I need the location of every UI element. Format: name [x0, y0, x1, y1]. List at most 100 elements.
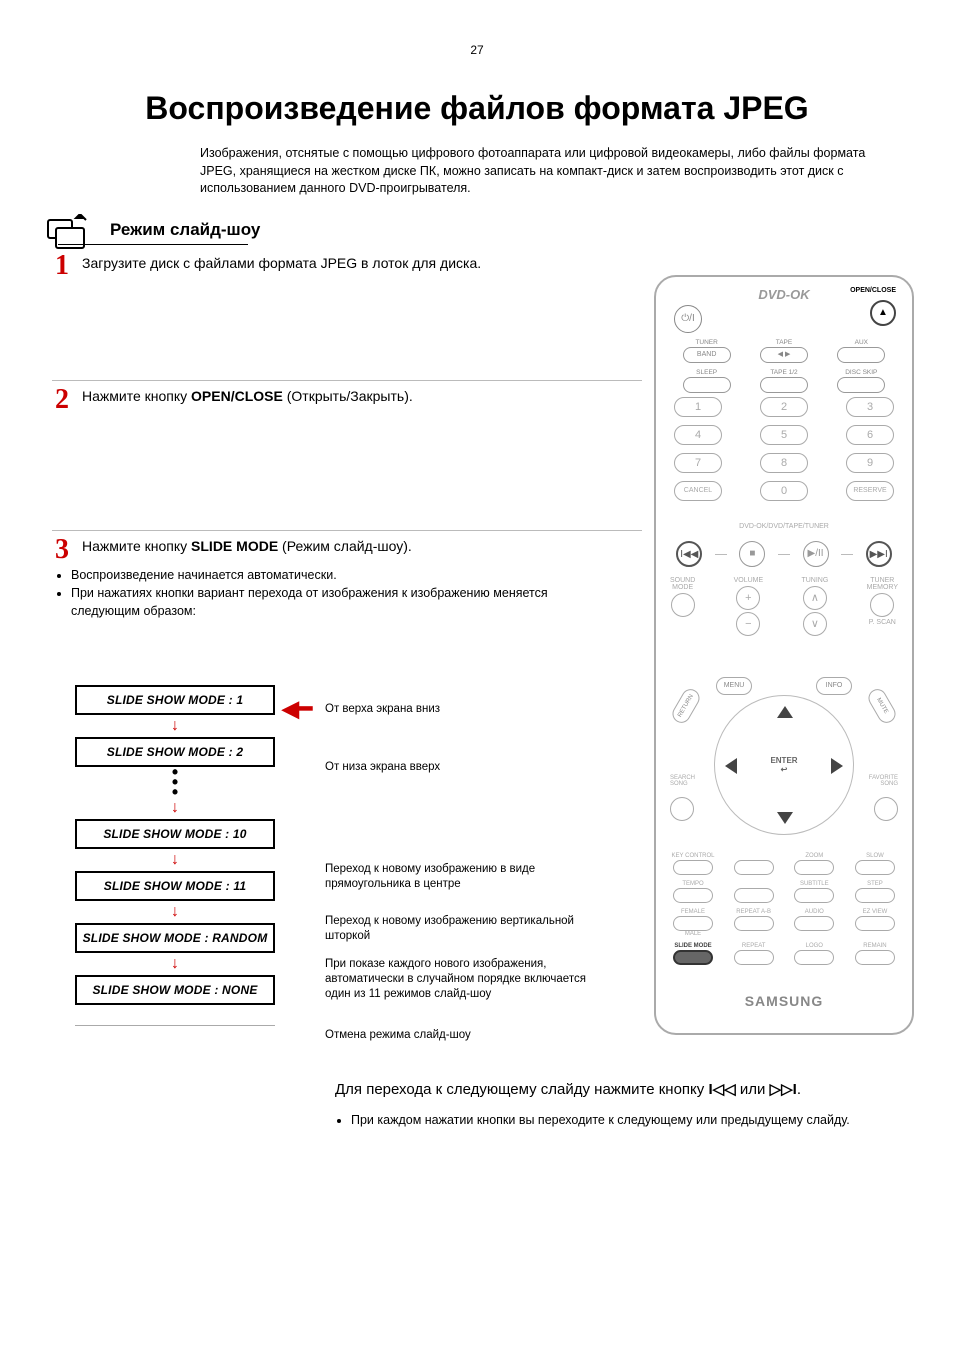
audio-button[interactable]	[794, 916, 834, 931]
step-3-bullets: Воспроизведение начинается автоматически…	[55, 566, 615, 620]
key-sharp-button[interactable]	[734, 860, 774, 875]
samsung-brand: SAMSUNG	[656, 993, 912, 1009]
slow-cell: SLOW	[850, 853, 900, 875]
volume-label: VOLUME	[734, 577, 764, 584]
subtitle-cell: SUBTITLE	[789, 881, 839, 903]
vol-down-button[interactable]: −	[736, 612, 760, 636]
menu-button[interactable]: MENU	[716, 677, 752, 695]
tape-dir-button[interactable]: ◀ ▶	[760, 347, 808, 363]
volume-col: VOLUME + −	[734, 577, 764, 638]
pscan-label: P. SCAN	[867, 619, 898, 626]
discskip-cell: DISC SKIP	[837, 369, 885, 393]
tuner-memory-button[interactable]	[870, 593, 894, 617]
tune-up-button[interactable]: ∧	[803, 586, 827, 610]
zoom-button[interactable]	[794, 860, 834, 875]
cancel-button[interactable]: CANCEL	[674, 481, 722, 501]
sleep-label: SLEEP	[683, 369, 731, 376]
mute-button[interactable]: MUTE	[865, 686, 899, 726]
key-flat-button[interactable]	[673, 860, 713, 875]
num-9-button[interactable]: 9	[846, 453, 894, 473]
main-title: Воспроизведение файлов формата JPEG	[0, 90, 954, 127]
down-button[interactable]	[777, 812, 793, 824]
slidemode-button[interactable]	[673, 950, 713, 965]
step-button[interactable]	[855, 888, 895, 903]
reserve-button[interactable]: RESERVE	[846, 481, 894, 501]
next-button[interactable]: ▶▶I	[866, 541, 892, 567]
favorite-song-button[interactable]	[874, 797, 898, 821]
dash	[778, 554, 790, 555]
numrow-3: 7 8 9	[674, 453, 894, 473]
step-1-text: Загрузите диск с файлами формата JPEG в …	[82, 255, 481, 271]
vol-up-button[interactable]: +	[736, 586, 760, 610]
tempo-plus-button[interactable]	[734, 888, 774, 903]
spacer	[729, 853, 779, 859]
bottom-instructions: Для перехода к следующему слайду нажмите…	[335, 1079, 925, 1129]
tape-cell: TAPE◀ ▶	[760, 339, 808, 363]
num-5-button[interactable]: 5	[760, 425, 808, 445]
bottom-main-line: Для перехода к следующему слайду нажмите…	[335, 1079, 925, 1102]
sound-mode-button[interactable]	[671, 593, 695, 617]
sleep-button[interactable]	[683, 377, 731, 393]
num-2-button[interactable]: 2	[760, 397, 808, 417]
stop-button[interactable]: ■	[739, 541, 765, 567]
num-3-button[interactable]: 3	[846, 397, 894, 417]
search-song-label: SEARCH SONG	[670, 775, 695, 787]
bottom-button-grid: KEY CONTROL ZOOM SLOW TEMPO SUBTITLE STE…	[656, 853, 912, 971]
right-button[interactable]	[831, 758, 843, 774]
sound-mode-col: SOUND MODE	[670, 577, 695, 619]
bg-row-3: FEMALEMALE REPEAT A-B AUDIO EZ VIEW	[668, 909, 900, 937]
enter-button[interactable]: ENTER ↩	[770, 756, 797, 774]
tuner-label: TUNER	[683, 339, 731, 346]
num-4-button[interactable]: 4	[674, 425, 722, 445]
band-button[interactable]: BAND	[683, 347, 731, 363]
aux-cell: AUX	[837, 339, 885, 363]
tune-down-button[interactable]: ∨	[803, 612, 827, 636]
search-song-button[interactable]	[670, 797, 694, 821]
source-row-1: TUNERBAND TAPE◀ ▶ AUX	[656, 339, 912, 363]
step-label: STEP	[850, 881, 900, 887]
num-0-button[interactable]: 0	[760, 481, 808, 501]
logo-button[interactable]	[794, 950, 834, 965]
repeat-ab-cell: REPEAT A-B	[729, 909, 779, 937]
pointer-arrow-icon: ◀━	[282, 696, 312, 722]
num-1-button[interactable]: 1	[674, 397, 722, 417]
left-button[interactable]	[725, 758, 737, 774]
play-pause-button[interactable]: ▶/II	[803, 541, 829, 567]
mode-box-random: SLIDE SHOW MODE : RANDOM	[75, 923, 275, 953]
num-7-button[interactable]: 7	[674, 453, 722, 473]
tempo-plus-cell	[729, 881, 779, 903]
num-8-button[interactable]: 8	[760, 453, 808, 473]
desc-mode-random: При показе каждого нового изображения, а…	[325, 957, 605, 1002]
tape12-button[interactable]	[760, 377, 808, 393]
intro-text: Изображения, отснятые с помощью цифровог…	[200, 145, 900, 198]
tempo-minus-button[interactable]	[673, 888, 713, 903]
tuning-col: TUNING ∧ ∨	[801, 577, 828, 638]
subtitle-button[interactable]	[794, 888, 834, 903]
remain-button[interactable]	[855, 950, 895, 965]
discskip-button[interactable]	[837, 377, 885, 393]
up-button[interactable]	[777, 706, 793, 718]
aux-button[interactable]	[837, 347, 885, 363]
subtitle-label: SUBTITLE	[789, 881, 839, 887]
divider-1	[52, 380, 642, 381]
audio-label: AUDIO	[789, 909, 839, 915]
open-close-label: OPEN/CLOSE	[850, 287, 896, 294]
prev-button[interactable]: I◀◀	[676, 541, 702, 567]
female-male-button[interactable]	[673, 916, 713, 931]
return-button[interactable]: RETURN	[669, 686, 703, 726]
page-number: 27	[0, 43, 954, 57]
repeat-ab-label: REPEAT A-B	[729, 909, 779, 915]
ezview-button[interactable]	[855, 916, 895, 931]
repeat-ab-button[interactable]	[734, 916, 774, 931]
panel-bottom-line	[75, 1025, 275, 1026]
slow-button[interactable]	[855, 860, 895, 875]
step-2-text: Нажмите кнопку OPEN/CLOSE (Открыть/Закры…	[82, 388, 413, 404]
num-6-button[interactable]: 6	[846, 425, 894, 445]
female-male-cell: FEMALEMALE	[668, 909, 718, 937]
info-button[interactable]: INFO	[816, 677, 852, 695]
repeat-button[interactable]	[734, 950, 774, 965]
enter-label: ENTER	[770, 756, 797, 765]
eject-button[interactable]: ▲	[870, 300, 896, 326]
bg-row-1: KEY CONTROL ZOOM SLOW	[668, 853, 900, 875]
power-button[interactable]: ⏻/I	[674, 305, 702, 333]
